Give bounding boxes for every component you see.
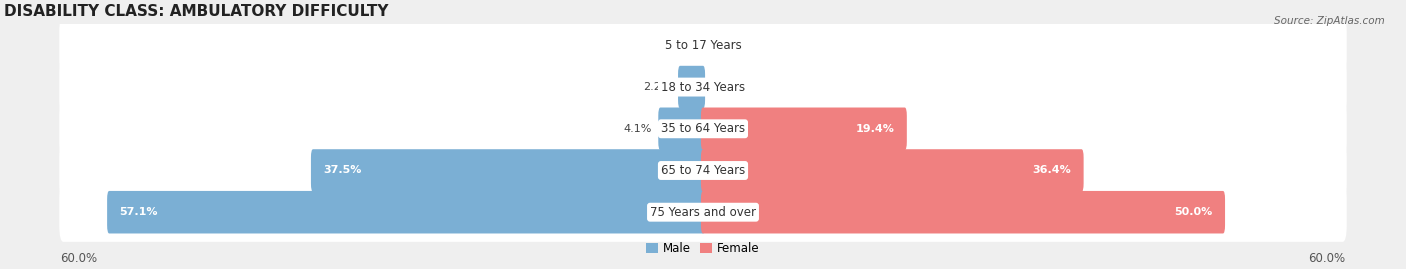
Text: 0.0%: 0.0% [711,82,740,92]
Text: 50.0%: 50.0% [1174,207,1212,217]
Text: 75 Years and over: 75 Years and over [650,206,756,219]
Text: 57.1%: 57.1% [120,207,157,217]
Text: 0.0%: 0.0% [711,40,740,50]
FancyBboxPatch shape [702,191,1225,233]
Text: 37.5%: 37.5% [323,165,361,175]
FancyBboxPatch shape [59,183,1347,242]
FancyBboxPatch shape [658,108,704,150]
Text: 5 to 17 Years: 5 to 17 Years [665,39,741,52]
Text: 0.0%: 0.0% [666,40,695,50]
FancyBboxPatch shape [702,108,907,150]
Text: 36.4%: 36.4% [1032,165,1071,175]
Text: 65 to 74 Years: 65 to 74 Years [661,164,745,177]
FancyBboxPatch shape [107,191,704,233]
FancyBboxPatch shape [59,58,1347,117]
FancyBboxPatch shape [678,66,704,108]
Text: 19.4%: 19.4% [855,124,894,134]
FancyBboxPatch shape [702,149,1084,192]
Text: DISABILITY CLASS: AMBULATORY DIFFICULTY: DISABILITY CLASS: AMBULATORY DIFFICULTY [4,4,388,19]
FancyBboxPatch shape [59,141,1347,200]
Text: Source: ZipAtlas.com: Source: ZipAtlas.com [1274,16,1385,26]
Text: 35 to 64 Years: 35 to 64 Years [661,122,745,135]
Text: 4.1%: 4.1% [624,124,652,134]
FancyBboxPatch shape [59,99,1347,158]
Text: 2.2%: 2.2% [644,82,672,92]
FancyBboxPatch shape [311,149,704,192]
FancyBboxPatch shape [59,16,1347,75]
Legend: Male, Female: Male, Female [641,237,765,260]
Text: 18 to 34 Years: 18 to 34 Years [661,81,745,94]
